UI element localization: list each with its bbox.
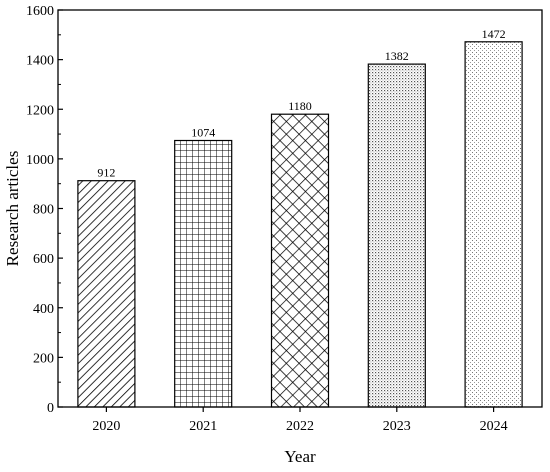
- x-tick-label: 2021: [189, 419, 217, 434]
- data-label-2022: 1180: [288, 99, 312, 113]
- x-tick-label: 2022: [286, 419, 314, 434]
- data-label-2021: 1074: [191, 126, 215, 140]
- bar-2023: [367, 63, 426, 408]
- y-tick-label: 1000: [26, 153, 54, 168]
- x-tick-label: 2024: [480, 419, 508, 434]
- bar-2024: [464, 41, 523, 408]
- y-tick-label: 0: [47, 401, 54, 416]
- data-label-2023: 1382: [385, 49, 409, 63]
- x-tick-label: 2020: [92, 419, 120, 434]
- y-tick-label: 1200: [26, 103, 54, 118]
- data-label-2020: 912: [97, 166, 115, 180]
- plot-area: 912 1074 1180 1382 1472 0 200 400 600 800 1000 1200…: [3, 4, 543, 466]
- y-tick-label: 600: [33, 252, 54, 267]
- y-tick-label: 400: [33, 302, 54, 317]
- data-label-2024: 1472: [482, 27, 506, 41]
- bar-2022: [270, 113, 330, 408]
- x-axis-title: Year: [284, 447, 316, 466]
- y-tick-label: 1400: [26, 54, 54, 69]
- y-tick-label: 800: [33, 203, 54, 218]
- y-tick-label: 200: [33, 351, 54, 366]
- bar-2021: [174, 139, 233, 408]
- x-tick-label: 2023: [383, 419, 411, 434]
- y-axis-title: Research articles: [3, 151, 22, 267]
- bar-2020: [77, 180, 136, 408]
- y-tick-label: 1600: [26, 4, 54, 19]
